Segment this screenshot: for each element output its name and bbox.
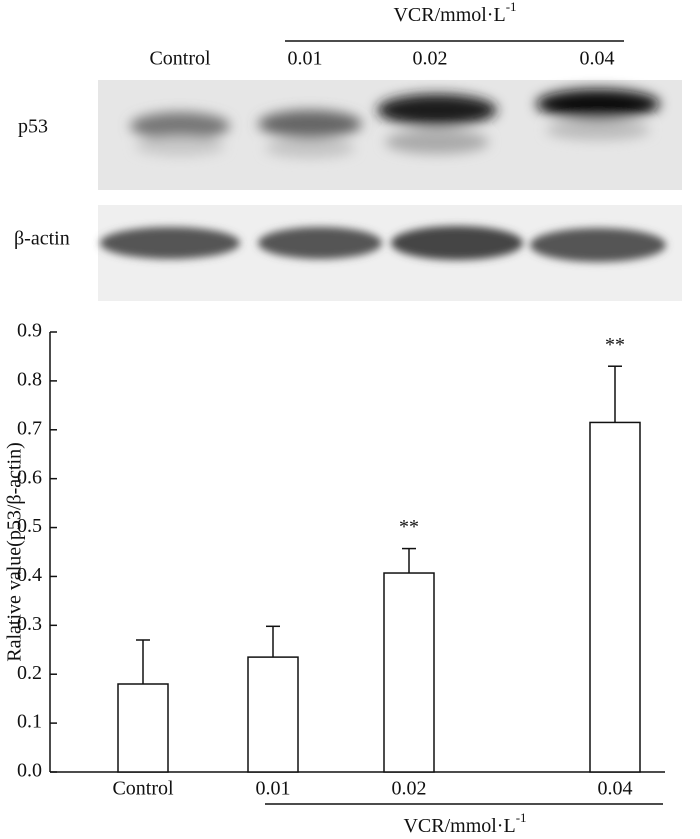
significance: ** bbox=[605, 334, 625, 356]
y-axis-label: Ralative value(p53/β-actin) bbox=[4, 442, 26, 662]
blot-group-label: VCR/mmol·L-1 bbox=[393, 0, 516, 26]
p53-bands bbox=[130, 89, 660, 158]
x-tick-label: Control bbox=[112, 778, 174, 800]
y-tick-label: 0.2 bbox=[17, 662, 42, 684]
y-tick-label: 0.1 bbox=[17, 711, 42, 733]
lane-label: 0.04 bbox=[580, 48, 615, 70]
row-label: p53 bbox=[18, 116, 48, 138]
y-tick-label: 0.0 bbox=[17, 760, 42, 782]
significance: ** bbox=[399, 516, 419, 538]
bar bbox=[383, 572, 435, 773]
lane-label: Control bbox=[149, 48, 211, 70]
x-tick-label: 0.04 bbox=[598, 778, 633, 800]
x-tick-label: 0.02 bbox=[392, 778, 427, 800]
group-text: VCR/mmol·L bbox=[403, 815, 515, 837]
x-tick-label: 0.01 bbox=[256, 778, 291, 800]
bar bbox=[589, 421, 641, 773]
lane-label: 0.02 bbox=[413, 48, 448, 70]
y-tick-label: 0.7 bbox=[17, 417, 42, 439]
lane-label: 0.01 bbox=[288, 48, 323, 70]
row-label: β-actin bbox=[14, 228, 70, 250]
y-tick-label: 0.9 bbox=[17, 320, 42, 342]
bar bbox=[117, 683, 169, 773]
y-tick-label: 0.3 bbox=[17, 613, 42, 635]
y-tick-label: 0.4 bbox=[17, 564, 42, 586]
group-superscript: -1 bbox=[516, 810, 527, 825]
actin-bands bbox=[100, 226, 666, 262]
y-tick-label: 0.8 bbox=[17, 368, 42, 390]
x-group-label: VCR/mmol·L-1 bbox=[403, 810, 526, 837]
y-tick-label: 0.6 bbox=[17, 466, 42, 488]
bar bbox=[247, 656, 299, 773]
y-tick-label: 0.5 bbox=[17, 515, 42, 537]
